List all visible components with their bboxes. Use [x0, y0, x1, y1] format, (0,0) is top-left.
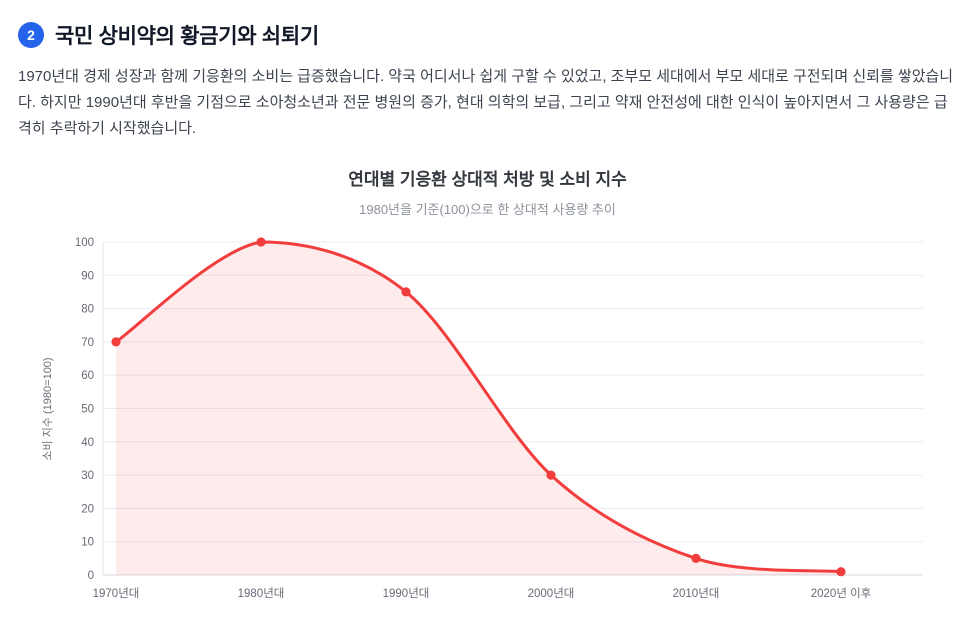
y-tick-label: 60	[81, 371, 94, 383]
section-number-badge: 2	[18, 22, 44, 48]
y-tick-label: 0	[87, 570, 93, 582]
chart-canvas[interactable]: 0 10 20 30 40 50 60 70 80 90 100 1970년대 1980년대 1990년대…	[38, 228, 938, 620]
section-title: 국민 상비약의 황금기와 쇠퇴기	[55, 25, 319, 48]
x-tick-label: 1990년대	[382, 587, 429, 600]
y-tick-label: 30	[81, 470, 94, 482]
x-tick-label: 2010년대	[672, 587, 719, 600]
data-point[interactable]	[835, 567, 846, 577]
series-line	[114, 240, 842, 574]
y-tick-label: 10	[81, 537, 94, 549]
section-header: 2 국민 상비약의 황금기와 쇠퇴기	[18, 20, 957, 50]
data-point[interactable]	[400, 287, 411, 297]
chart-svg[interactable]: 0 10 20 30 40 50 60 70 80 90 100 1970년대 1980년대 1990년대…	[38, 228, 938, 620]
data-point[interactable]	[690, 554, 701, 564]
series-area	[115, 242, 841, 576]
data-point[interactable]	[545, 470, 556, 481]
y-tick-label: 90	[81, 271, 94, 283]
y-tick-label: 50	[81, 404, 94, 416]
chart-block: 연대별 기응환 상대적 처방 및 소비 지수 1980년을 기준(100)으로 …	[18, 165, 957, 620]
y-tick-label: 80	[81, 304, 94, 316]
data-point[interactable]	[255, 237, 266, 247]
x-tick-label: 1970년대	[92, 587, 139, 600]
chart-title: 연대별 기응환 상대적 처방 및 소비 지수	[348, 170, 627, 190]
data-point[interactable]	[110, 337, 121, 347]
x-tick-label: 1980년대	[237, 587, 284, 600]
y-tick-label: 20	[81, 504, 94, 516]
y-tick-label: 40	[81, 437, 94, 449]
y-axis-title: 소비 지수 (1980=100)	[41, 358, 54, 461]
x-tick-label: 2020년 이후	[810, 587, 871, 600]
x-tick-label: 2000년대	[527, 587, 574, 600]
chart-subtitle: 1980년을 기준(100)으로 한 상대적 사용량 추이	[359, 202, 616, 218]
y-tick-label: 100	[74, 237, 93, 249]
section-paragraph: 1970년대 경제 성장과 함께 기응환의 소비는 급증했습니다. 약국 어디서…	[18, 68, 954, 137]
y-tick-label: 70	[81, 337, 94, 349]
